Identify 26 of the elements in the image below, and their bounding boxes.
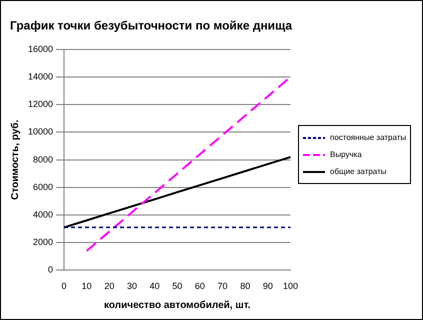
x-tick-label: 0: [62, 281, 67, 292]
y-tick-label: 2000: [32, 237, 54, 248]
legend-label: постоянные затраты: [330, 132, 406, 144]
x-tick-label: 40: [150, 281, 160, 292]
legend-label: общие затраты: [330, 166, 386, 178]
y-tick-label: 16000: [28, 44, 54, 54]
x-tick-label: 70: [218, 281, 228, 292]
x-tick-label: 90: [262, 281, 273, 292]
x-tick-label: 30: [126, 281, 137, 292]
x-axis-title: количество автомобилей, шт.: [104, 300, 251, 311]
x-tick-label: 60: [194, 281, 205, 292]
y-tick-label: 0: [48, 264, 54, 275]
x-tick-label: 50: [172, 281, 182, 292]
y-tick-label: 14000: [28, 71, 54, 82]
y-tick-label: 10000: [28, 126, 54, 137]
x-tick-label: 20: [104, 281, 114, 292]
y-tick-label: 12000: [28, 99, 54, 110]
legend-label: Выручка: [330, 149, 362, 161]
y-axis-title: Стоимость, руб.: [10, 120, 21, 200]
y-tick-label: 4000: [32, 209, 54, 220]
chart-title: График точки безубыточности по мойке днища: [10, 18, 292, 33]
y-tick-label: 8000: [32, 154, 54, 164]
y-tick-label: 6000: [32, 182, 54, 192]
x-tick-label: 80: [240, 281, 250, 292]
x-tick-label: 10: [82, 281, 92, 292]
x-tick-label: 100: [282, 281, 298, 292]
